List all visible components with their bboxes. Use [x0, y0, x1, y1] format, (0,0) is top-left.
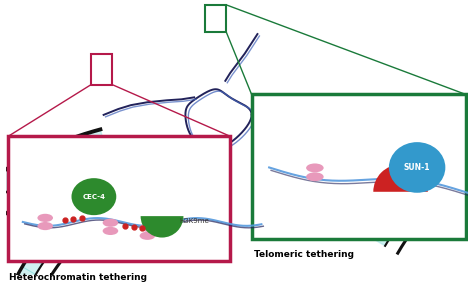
Ellipse shape [72, 178, 116, 215]
Wedge shape [374, 164, 428, 192]
Ellipse shape [103, 227, 118, 235]
Bar [91, 54, 112, 85]
Ellipse shape [140, 224, 155, 232]
Text: Heterochromatin tethering: Heterochromatin tethering [9, 273, 147, 282]
Text: SUN-1: SUN-1 [404, 163, 430, 172]
Wedge shape [141, 216, 183, 237]
Bar [252, 94, 466, 239]
Polygon shape [0, 129, 105, 282]
Ellipse shape [37, 214, 53, 222]
Polygon shape [373, 107, 474, 246]
Ellipse shape [103, 219, 118, 227]
Text: POT-1: POT-1 [388, 195, 409, 208]
Ellipse shape [389, 142, 446, 193]
Text: Telomeric tethering: Telomeric tethering [254, 250, 354, 259]
Text: CEC-4: CEC-4 [82, 194, 105, 200]
Polygon shape [3, 152, 191, 282]
Text: H3K9me: H3K9me [180, 218, 210, 224]
Ellipse shape [37, 222, 53, 230]
Ellipse shape [306, 164, 324, 172]
Bar [8, 136, 230, 261]
Bar [205, 5, 226, 32]
Ellipse shape [140, 232, 155, 240]
Ellipse shape [306, 172, 324, 181]
